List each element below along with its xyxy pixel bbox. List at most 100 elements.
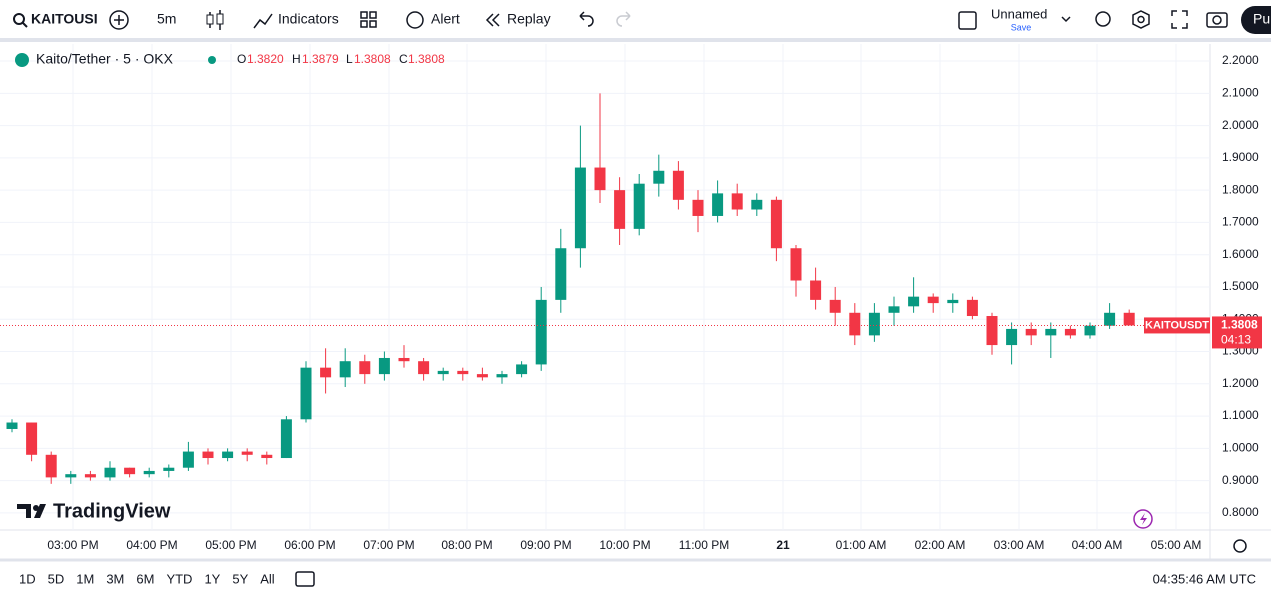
range-button[interactable]: YTD bbox=[166, 571, 192, 586]
candle-body bbox=[124, 467, 136, 475]
fullscreen[interactable] bbox=[1171, 10, 1188, 29]
legend-o-label: O bbox=[237, 52, 246, 66]
candle-body bbox=[202, 451, 214, 459]
clock: 04:35:46 AM UTC bbox=[1153, 571, 1256, 586]
x-tick-label: 10:00 PM bbox=[599, 538, 650, 552]
legend-l: 1.3808 bbox=[354, 52, 391, 66]
x-tick-label: 07:00 PM bbox=[363, 538, 414, 552]
candle-body bbox=[437, 370, 449, 375]
range-button[interactable]: 1D bbox=[19, 571, 36, 586]
y-tick-label: 1.5000 bbox=[1222, 279, 1259, 293]
interval[interactable]: 5m bbox=[157, 11, 176, 27]
indicators-button[interactable]: Indicators bbox=[278, 11, 339, 27]
candle-body bbox=[751, 199, 763, 210]
range-button[interactable]: All bbox=[260, 571, 275, 586]
legend-l-label: L bbox=[346, 52, 353, 66]
settings bbox=[1137, 15, 1145, 24]
tv-logo bbox=[33, 505, 39, 511]
y-tick-label: 1.9000 bbox=[1222, 150, 1259, 164]
candle-body bbox=[535, 299, 547, 365]
candle-body bbox=[261, 454, 273, 459]
publish-button[interactable] bbox=[1241, 6, 1271, 34]
candle-body bbox=[790, 248, 802, 281]
range-button[interactable]: 3M bbox=[106, 571, 124, 586]
candle-body bbox=[555, 248, 567, 300]
range-button[interactable]: 6M bbox=[136, 571, 154, 586]
candle-body bbox=[6, 422, 18, 429]
y-tick-label: 1.2000 bbox=[1222, 376, 1259, 390]
layout-save[interactable]: Save bbox=[1011, 22, 1032, 32]
x-tick-label: 04:00 PM bbox=[126, 538, 177, 552]
lightning bbox=[1140, 513, 1147, 525]
x-tick-label: 08:00 PM bbox=[441, 538, 492, 552]
symbol-logo bbox=[15, 53, 29, 67]
y-tick-label: 2.1000 bbox=[1222, 85, 1259, 99]
candle-body bbox=[947, 299, 959, 304]
quick-search[interactable] bbox=[1095, 11, 1111, 27]
undo[interactable] bbox=[579, 11, 594, 27]
publish-label: Pu bbox=[1253, 11, 1270, 27]
candle-body bbox=[1006, 328, 1018, 346]
candle-body bbox=[731, 193, 743, 210]
lightning[interactable] bbox=[1133, 509, 1153, 529]
y-tick-label: 2.0000 bbox=[1222, 118, 1259, 132]
candle-body bbox=[222, 451, 234, 459]
x-tick-label: 02:00 AM bbox=[915, 538, 966, 552]
range-button[interactable]: 5D bbox=[48, 571, 65, 586]
candle-body bbox=[672, 170, 684, 200]
range-button[interactable]: 1Y bbox=[204, 571, 220, 586]
layout-name[interactable]: Unnamed bbox=[991, 6, 1047, 21]
candle-body bbox=[339, 361, 351, 378]
candle-body bbox=[104, 467, 116, 478]
candle-body bbox=[633, 183, 645, 229]
replay-icon bbox=[485, 13, 500, 27]
axis-settings[interactable] bbox=[1233, 539, 1247, 553]
candle-body bbox=[516, 364, 528, 375]
candle-body bbox=[868, 312, 880, 336]
candle-body bbox=[241, 451, 253, 455]
snapshot[interactable] bbox=[1206, 12, 1228, 28]
settings[interactable] bbox=[1132, 10, 1150, 29]
watermark: TradingView bbox=[53, 500, 171, 522]
candle-body bbox=[418, 361, 430, 375]
x-tick-label: 03:00 AM bbox=[994, 538, 1045, 552]
candle-body bbox=[476, 374, 488, 378]
symbol-tag bbox=[1144, 317, 1210, 334]
layouts-icon[interactable] bbox=[360, 11, 377, 28]
y-tick-label: 1.1000 bbox=[1222, 408, 1259, 422]
candle-body bbox=[692, 199, 704, 216]
candle-body bbox=[770, 199, 782, 249]
candle-body bbox=[829, 299, 841, 313]
search-icon bbox=[22, 22, 28, 28]
candle-body bbox=[45, 454, 57, 478]
search-icon[interactable] bbox=[13, 13, 25, 25]
candle-body bbox=[182, 451, 194, 468]
symbol[interactable]: KAITOUSI bbox=[31, 11, 98, 27]
y-tick-label: 1.7000 bbox=[1222, 215, 1259, 229]
date-range-icon[interactable] bbox=[295, 571, 315, 587]
alert-button[interactable]: Alert bbox=[431, 11, 460, 27]
tv-logo bbox=[34, 504, 46, 518]
add-symbol[interactable] bbox=[109, 10, 129, 30]
y-tick-label: 1.0000 bbox=[1222, 441, 1259, 455]
candle-body bbox=[653, 170, 665, 184]
market-status bbox=[208, 56, 216, 64]
redo[interactable] bbox=[616, 11, 631, 27]
layout-dropdown[interactable] bbox=[1061, 16, 1071, 23]
candle-body bbox=[26, 422, 38, 455]
candle-body bbox=[1104, 312, 1116, 326]
replay-button[interactable]: Replay bbox=[507, 11, 551, 27]
candle-body bbox=[1084, 325, 1096, 336]
candle-body bbox=[810, 280, 822, 300]
legend-title: Kaito/Tether · 5 · OKX bbox=[36, 51, 174, 67]
candle-body bbox=[359, 361, 371, 375]
candle-body bbox=[849, 312, 861, 336]
range-button[interactable]: 1M bbox=[76, 571, 94, 586]
indicators-icon bbox=[253, 13, 273, 29]
range-button[interactable]: 5Y bbox=[232, 571, 248, 586]
candles bbox=[6, 93, 1135, 484]
candle-body bbox=[1064, 328, 1076, 336]
legend-c: 1.3808 bbox=[408, 52, 445, 66]
